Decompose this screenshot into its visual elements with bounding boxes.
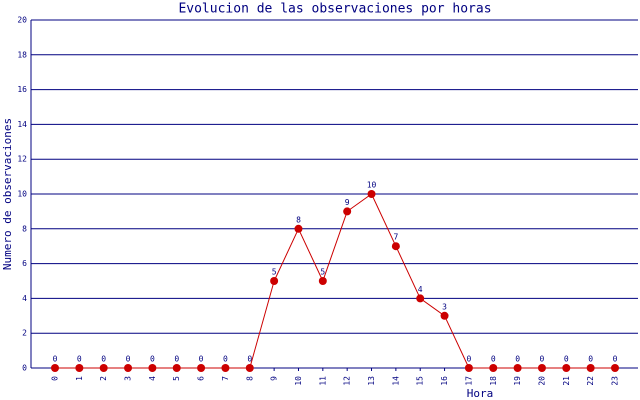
x-tick-label: 23 (611, 376, 620, 386)
data-label: 3 (442, 302, 447, 311)
data-point (562, 364, 571, 372)
y-axis-label: Numero de observaciones (1, 118, 14, 270)
x-tick-label: 8 (245, 376, 254, 381)
x-tick-label: 22 (586, 376, 595, 386)
chart-title: Evolucion de las observaciones por horas (178, 2, 491, 17)
x-tick-label: 3 (124, 376, 133, 381)
data-label: 0 (515, 355, 520, 364)
data-point (197, 364, 206, 372)
x-tick-label: 14 (391, 376, 400, 386)
x-tick-label: 2 (99, 376, 108, 381)
data-label: 9 (345, 198, 350, 207)
data-point (367, 190, 376, 198)
x-tick-label: 17 (464, 376, 473, 386)
y-tick-label: 2 (22, 329, 27, 338)
data-label: 0 (564, 355, 569, 364)
x-tick-label: 18 (489, 376, 498, 386)
y-tick-label: 6 (22, 259, 27, 268)
y-tick-label: 18 (17, 50, 27, 59)
data-point (586, 364, 595, 372)
data-label: 0 (53, 355, 58, 364)
data-label: 0 (126, 355, 131, 364)
x-tick-label: 13 (367, 376, 376, 386)
data-label: 5 (320, 268, 325, 277)
data-point (124, 364, 133, 372)
data-label: 7 (393, 233, 398, 242)
data-point (172, 364, 181, 372)
x-tick-label: 0 (51, 376, 60, 381)
data-point (75, 364, 84, 372)
data-point (537, 364, 546, 372)
x-tick-label: 6 (197, 376, 206, 381)
x-tick-label: 7 (221, 376, 230, 381)
data-label: 4 (418, 285, 423, 294)
data-point (464, 364, 473, 372)
data-label: 0 (491, 355, 496, 364)
data-point (440, 311, 449, 320)
data-point (391, 242, 400, 251)
x-tick-label: 1 (75, 376, 84, 381)
data-label: 0 (466, 355, 471, 364)
x-tick-label: 20 (537, 376, 546, 386)
data-point (416, 294, 425, 303)
x-tick-label: 5 (172, 376, 181, 381)
data-label: 0 (613, 355, 618, 364)
y-tick-label: 8 (22, 224, 27, 233)
data-line (55, 193, 615, 369)
x-tick-label: 12 (343, 376, 352, 386)
data-label: 0 (199, 355, 204, 364)
data-point (611, 364, 619, 372)
data-label: 10 (367, 181, 377, 190)
x-tick-label: 21 (562, 376, 571, 386)
data-label: 5 (272, 268, 277, 277)
data-point (513, 364, 522, 372)
data-point (294, 224, 303, 233)
y-tick-label: 0 (22, 364, 27, 373)
data-point (221, 364, 230, 372)
x-tick-label: 16 (440, 376, 449, 386)
y-tick-label: 16 (17, 85, 27, 94)
x-tick-label: 19 (513, 376, 522, 386)
data-label: 0 (101, 355, 106, 364)
y-tick-label: 12 (17, 155, 27, 164)
data-point (489, 364, 498, 372)
data-point (99, 364, 108, 372)
data-label: 0 (150, 355, 155, 364)
data-point (51, 364, 59, 372)
x-tick-label: 15 (416, 376, 425, 386)
data-point (270, 277, 279, 285)
data-point (318, 277, 327, 285)
data-label: 0 (174, 355, 179, 364)
y-tick-label: 20 (17, 16, 27, 25)
x-axis-label: Hora (467, 387, 494, 400)
data-label: 8 (296, 215, 301, 224)
data-point (148, 364, 157, 372)
x-tick-label: 10 (294, 376, 303, 386)
data-label: 0 (540, 355, 545, 364)
y-tick-label: 4 (22, 294, 27, 303)
data-point (245, 364, 254, 372)
data-label: 0 (223, 355, 228, 364)
x-tick-label: 9 (270, 376, 279, 381)
x-tick-label: 4 (148, 376, 157, 381)
x-tick-label: 11 (318, 376, 327, 386)
data-label: 0 (588, 355, 593, 364)
data-label: 0 (77, 355, 82, 364)
y-tick-label: 14 (17, 120, 27, 129)
y-tick-label: 10 (17, 190, 27, 199)
data-point (343, 207, 352, 216)
data-label: 0 (247, 355, 252, 364)
